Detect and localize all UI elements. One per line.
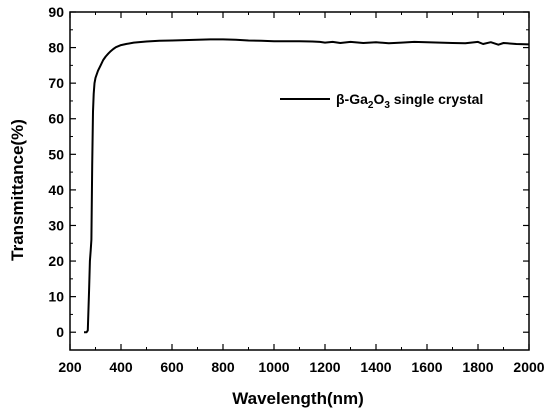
x-tick-label: 1400	[360, 359, 391, 375]
y-tick-label: 0	[56, 324, 64, 340]
x-tick-label: 800	[211, 359, 235, 375]
series-group	[84, 38, 530, 334]
legend: β-Ga2O3 single crystal	[280, 91, 483, 111]
y-tick-label: 40	[48, 182, 64, 198]
x-tick-label: 1600	[411, 359, 442, 375]
x-tick-label: 1200	[309, 359, 340, 375]
y-tick-label: 30	[48, 217, 64, 233]
legend-label-mid: O	[373, 91, 384, 107]
y-tick-label: 90	[48, 4, 64, 20]
y-tick-label: 60	[48, 111, 64, 127]
plot-area	[69, 11, 530, 351]
x-tick-label: 200	[58, 359, 82, 375]
x-tick-label: 600	[160, 359, 184, 375]
y-tick-label: 10	[48, 289, 64, 305]
y-tick-label: 20	[48, 253, 64, 269]
x-axis-title: Wavelength(nm)	[232, 389, 364, 408]
legend-label-sub2: 3	[384, 100, 390, 111]
x-tick-label: 1000	[258, 359, 289, 375]
legend-label-prefix: β-Ga	[336, 91, 368, 107]
legend-label: β-Ga2O3 single crystal	[336, 91, 483, 111]
plot-frame	[69, 11, 530, 351]
legend-label-suffix: single crystal	[390, 91, 483, 107]
y-tick-label: 50	[48, 146, 64, 162]
y-tick-label: 80	[48, 40, 64, 56]
axes: 200 400 600 800 1000 1200 1400 1600 1800 2000 0 10 2…	[48, 4, 544, 375]
x-tick-label: 400	[109, 359, 133, 375]
legend-label-sub1: 2	[368, 100, 374, 111]
x-tick-label: 2000	[513, 359, 544, 375]
x-tick-label: 1800	[462, 359, 493, 375]
y-axis-title: Transmittance(%)	[8, 119, 27, 261]
y-tick-label: 70	[48, 75, 64, 91]
series-line-0	[84, 38, 530, 334]
